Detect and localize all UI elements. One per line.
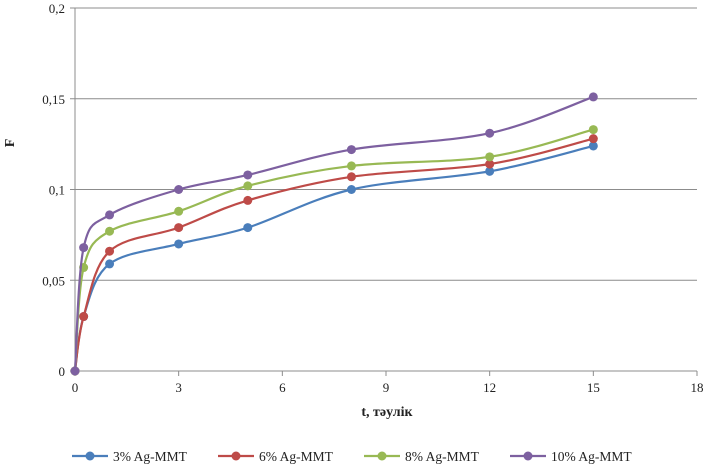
data-point: [485, 166, 495, 176]
data-point: [485, 152, 495, 162]
y-axis-title: F: [3, 139, 18, 148]
x-tick-label: 0: [72, 380, 79, 395]
data-point: [105, 226, 115, 236]
data-point: [174, 185, 184, 194]
x-axis-title: t, тәулік: [361, 405, 413, 420]
x-tick-label: 9: [383, 380, 390, 395]
x-tick-label: 12: [483, 380, 496, 395]
x-tick-label: 18: [691, 380, 704, 395]
data-point: [243, 181, 253, 191]
data-point: [79, 312, 89, 322]
data-point: [346, 185, 356, 194]
data-point: [485, 128, 495, 138]
data-point: [588, 92, 598, 102]
legend-marker: [231, 451, 241, 461]
data-point: [105, 246, 115, 256]
data-point: [174, 223, 184, 233]
data-point: [346, 161, 356, 171]
x-tick-label: 15: [587, 380, 600, 395]
axes: [70, 7, 698, 376]
legend-label: 10% Ag-MMT: [551, 449, 632, 464]
data-point: [588, 125, 598, 135]
legend-marker: [377, 451, 387, 461]
data-point: [105, 210, 115, 220]
data-point: [174, 206, 184, 216]
series-line: [73, 137, 594, 372]
x-tick-label: 6: [279, 380, 286, 395]
data-point: [346, 145, 356, 155]
legend-label: 3% Ag-MMT: [113, 449, 188, 464]
legend-label: 6% Ag-MMT: [259, 449, 334, 464]
data-point: [70, 366, 80, 376]
legend-marker: [85, 451, 95, 461]
y-tick-label: 0,2: [49, 1, 65, 16]
data-point: [243, 223, 253, 233]
data-point: [346, 172, 356, 182]
legend-label: 8% Ag-MMT: [405, 449, 480, 464]
y-tick-label: 0,15: [42, 92, 65, 107]
x-tick-label: 3: [175, 380, 182, 395]
y-tick-labels: 0 0,05 0,1 0,15 0,2: [42, 1, 65, 379]
legend-marker: [523, 451, 533, 461]
data-point: [485, 159, 495, 169]
legend: 3% Ag-MMT 6% Ag-MMT 8% Ag-MMT 10% Ag-MMT: [72, 449, 632, 464]
data-point: [105, 259, 115, 269]
y-tick-label: 0: [59, 364, 66, 379]
data-point: [79, 243, 89, 253]
x-tick-labels: 0 3 6 9 12 15 18: [72, 380, 704, 395]
series-group: [70, 92, 598, 376]
data-point: [588, 141, 598, 151]
y-tick-label: 0,1: [49, 183, 65, 198]
y-tick-label: 0,05: [42, 273, 65, 288]
data-point: [174, 239, 184, 249]
data-point: [243, 195, 253, 205]
data-point: [588, 134, 598, 144]
data-point: [243, 170, 253, 180]
